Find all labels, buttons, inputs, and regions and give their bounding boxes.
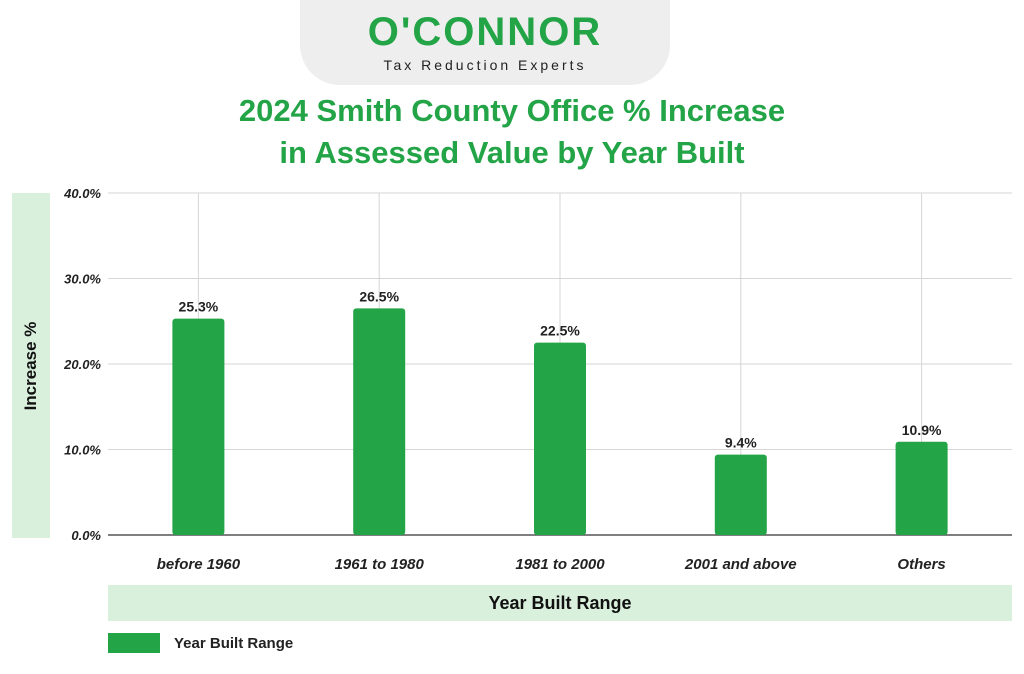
data-label: 10.9%: [902, 422, 942, 438]
bar: [172, 318, 225, 535]
legend-label: Year Built Range: [174, 634, 294, 652]
y-tick-label: 30.0%: [64, 272, 101, 287]
bar-layer: [172, 308, 948, 535]
y-tick-label: 20.0%: [63, 357, 101, 372]
bar: [353, 308, 406, 535]
brand-name: O'CONNOR: [367, 10, 603, 54]
bar: [534, 342, 586, 535]
data-label: 25.3%: [179, 299, 219, 315]
chart-title: 2024 Smith County Office % Increase in A…: [0, 90, 1024, 174]
data-label: 26.5%: [359, 288, 399, 304]
brand-logo: O'CONNOR Tax Reduction Experts: [300, 10, 670, 74]
x-axis-label-panel: [108, 585, 1012, 621]
bar: [714, 454, 767, 535]
x-tick-label: Others: [897, 556, 945, 573]
y-tick-label: 40.0%: [63, 186, 101, 201]
bar: [895, 441, 948, 535]
x-tick-label: 2001 and above: [684, 556, 797, 573]
x-tick-label: before 1960: [157, 556, 241, 573]
y-tick-label: 0.0%: [71, 528, 101, 543]
legend-swatch: [108, 633, 160, 653]
x-tick-label: 1961 to 1980: [335, 556, 425, 573]
data-label: 9.4%: [725, 435, 757, 451]
x-tick-label: 1981 to 2000: [515, 556, 605, 573]
brand-tagline: Tax Reduction Experts: [383, 57, 587, 73]
y-tick-label: 10.0%: [64, 443, 101, 458]
y-axis-label-panel: [12, 193, 50, 538]
chart-title-line-1: 2024 Smith County Office % Increase: [238, 93, 786, 128]
x-axis-label: Year Built Range: [488, 593, 632, 613]
chart-title-line-2: in Assessed Value by Year Built: [279, 135, 745, 170]
legend: Year Built Range: [108, 632, 293, 654]
data-label: 22.5%: [540, 323, 580, 339]
label-layer: 0.0% 10.0% 20.0% 30.0% 40.0% 25.3% before 1960…: [63, 186, 946, 573]
header-tab: [300, 0, 670, 85]
